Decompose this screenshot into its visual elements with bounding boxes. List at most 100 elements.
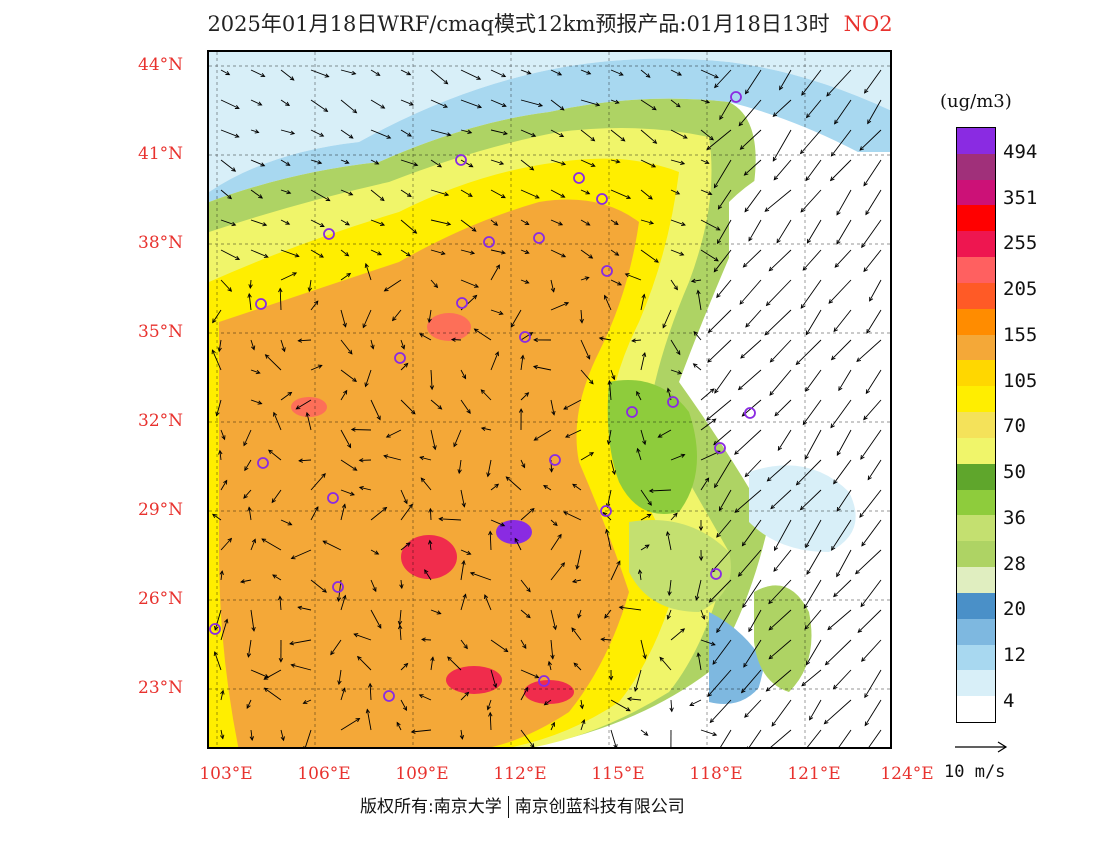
wind-arrow xyxy=(385,429,402,438)
wind-arrow xyxy=(563,399,582,410)
city-marker xyxy=(383,690,395,702)
wind-arrow xyxy=(805,369,822,392)
wind-arrow xyxy=(280,249,300,258)
wind-arrow xyxy=(799,129,822,155)
wind-arrow xyxy=(640,219,655,225)
wind-arrow xyxy=(400,399,416,415)
wind-arrow xyxy=(799,489,822,511)
wind-arrow xyxy=(367,682,373,701)
wind-arrow xyxy=(809,699,822,721)
wind-arrow xyxy=(865,369,882,395)
wind-arrow xyxy=(263,669,282,680)
wind-arrow xyxy=(836,489,852,512)
city-marker xyxy=(573,172,585,184)
wind-arrow xyxy=(603,294,612,311)
wind-arrow xyxy=(805,309,822,336)
wind-arrow xyxy=(430,609,442,615)
wind-arrow xyxy=(550,99,565,111)
wind-arrow xyxy=(396,721,402,731)
wind-arrow xyxy=(250,339,256,351)
colorbar-segment xyxy=(957,489,995,516)
wind-arrow xyxy=(610,369,616,381)
colorbar-segment xyxy=(957,282,995,310)
wind-arrow xyxy=(659,656,672,671)
colorbar-segment xyxy=(957,128,995,155)
wind-arrow xyxy=(636,390,642,401)
wind-arrow xyxy=(520,669,540,679)
city-marker xyxy=(533,232,545,244)
wind-arrow xyxy=(624,273,642,281)
wind-arrow xyxy=(764,309,792,336)
wind-arrow xyxy=(700,219,721,231)
wind-arrow xyxy=(543,484,552,491)
wind-arrow xyxy=(450,337,462,342)
wind-arrow xyxy=(575,549,582,570)
wind-arrow xyxy=(777,429,792,451)
wind-arrow xyxy=(550,69,563,76)
wind-arrow xyxy=(580,129,596,142)
wind-arrow xyxy=(741,519,762,547)
wind-arrow xyxy=(640,544,650,551)
wind-arrow xyxy=(307,279,313,293)
wind-arrow xyxy=(400,489,408,505)
wind-arrow xyxy=(220,537,233,551)
wind-arrow xyxy=(802,249,822,271)
colorbar-label-50: 50 xyxy=(1003,461,1026,483)
wind-arrow xyxy=(520,392,530,401)
wind-arrow xyxy=(246,699,252,710)
wind-arrow xyxy=(488,530,493,551)
wind-arrow xyxy=(768,639,792,660)
wind-arrow xyxy=(250,609,256,632)
wind-arrow xyxy=(830,399,852,429)
wind-arrow xyxy=(718,489,732,512)
wind-arrow xyxy=(520,579,531,593)
wind-arrow xyxy=(805,99,822,119)
colorbar-label-105: 105 xyxy=(1003,370,1038,392)
copyright-footer: 版权所有:南京大学 南京创蓝科技有限公司 xyxy=(360,792,685,818)
wind-arrow xyxy=(220,429,226,441)
wind-arrow xyxy=(607,379,612,401)
wind-arrow xyxy=(520,686,529,701)
wind-arrow xyxy=(610,279,623,286)
wind-arrow xyxy=(610,699,631,712)
wind-arrow xyxy=(397,624,403,641)
wind-arrow xyxy=(250,538,257,551)
wind-arrow xyxy=(370,69,381,76)
wind-arrow xyxy=(709,699,732,724)
wind-arrow xyxy=(608,669,614,681)
wind-arrow xyxy=(827,609,852,631)
wind-arrow xyxy=(803,579,822,610)
wind-arrow xyxy=(520,69,532,75)
wind-arrow xyxy=(707,309,732,334)
wind-arrow xyxy=(865,189,882,216)
wind-arrow xyxy=(424,569,432,581)
wind-arrow xyxy=(290,663,312,671)
wind-arrow xyxy=(220,479,228,491)
wind-arrow xyxy=(706,129,732,151)
wind-arrow xyxy=(212,309,222,324)
wind-arrow xyxy=(771,699,792,727)
wind-arrow xyxy=(410,729,432,734)
wind-arrow xyxy=(580,249,594,259)
wind-arrow xyxy=(670,159,686,165)
colorbar-segment xyxy=(957,231,995,258)
wind-arrow xyxy=(271,489,282,504)
wind-arrow xyxy=(488,711,493,731)
wind-arrow xyxy=(739,129,762,150)
wind-arrow xyxy=(550,639,555,660)
wind-arrow xyxy=(264,354,282,371)
wind-arrow xyxy=(364,369,372,388)
wind-arrow xyxy=(427,309,432,324)
wind-arrow xyxy=(700,129,714,141)
wind-arrow xyxy=(580,219,591,226)
wind-arrow xyxy=(220,689,225,701)
wind-arrow xyxy=(580,189,591,195)
wind-arrow xyxy=(460,549,472,555)
wind-arrow xyxy=(806,219,822,244)
wind-arrow xyxy=(250,399,263,405)
wind-arrow xyxy=(864,69,882,94)
wind-arrow xyxy=(268,449,282,461)
wind-arrow xyxy=(610,560,621,581)
title-text: 2025年01月18日WRF/cmaq模式12km预报产品:01月18日13时 xyxy=(207,12,830,36)
wind-arrow xyxy=(698,520,704,532)
